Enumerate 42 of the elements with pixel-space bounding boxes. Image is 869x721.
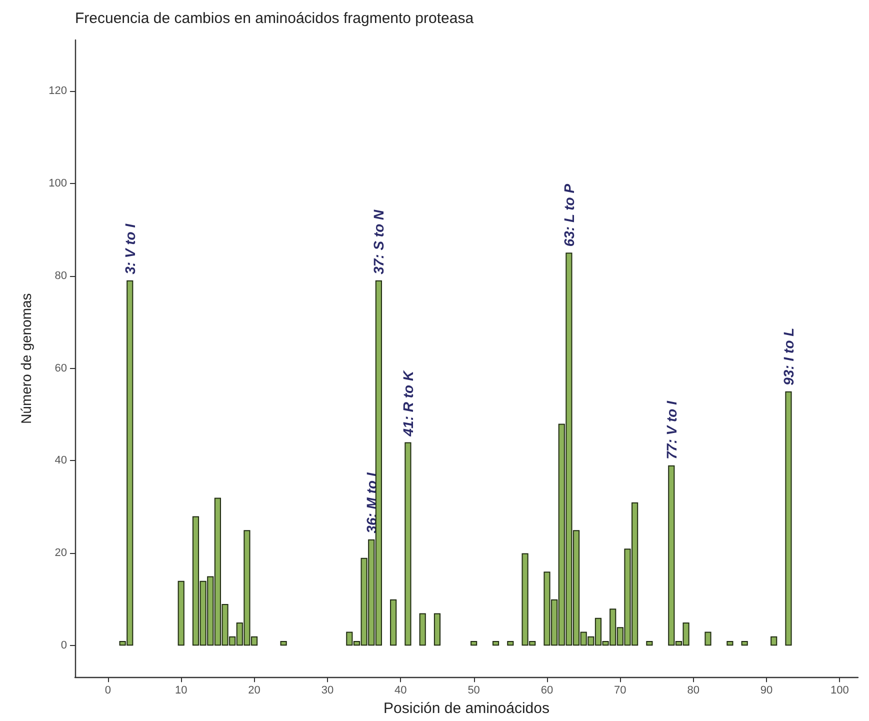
annotation: 77: V to I <box>663 400 680 460</box>
annotation: 93: I to L <box>780 328 796 386</box>
bar <box>470 641 478 646</box>
x-tick-label: 10 <box>174 684 188 697</box>
x-tick-label: 50 <box>468 684 480 697</box>
y-tick-label: 60 <box>54 362 67 374</box>
bar <box>178 580 184 646</box>
bar <box>785 391 792 646</box>
bar <box>404 442 412 646</box>
y-axis-title: Número de genomas <box>18 293 34 424</box>
annotation: 37: S to N <box>370 208 387 274</box>
bar <box>434 613 441 646</box>
x-tick-label: 0 <box>104 684 111 697</box>
y-tick-label: 20 <box>54 547 67 560</box>
annotation: 63: L to P <box>560 183 577 247</box>
x-tick-label: 30 <box>321 684 334 697</box>
y-tick-label: 40 <box>54 454 67 467</box>
x-tick-label: 40 <box>394 684 407 697</box>
bar <box>280 641 287 646</box>
annotation: 41: R to K <box>400 370 416 438</box>
y-tick-label: 100 <box>48 177 67 190</box>
bar <box>741 641 748 646</box>
x-tick-label: 70 <box>614 684 626 697</box>
y-tick-label: 0 <box>60 640 67 652</box>
x-tick-label: 80 <box>687 684 700 697</box>
y-tick-label: 80 <box>54 270 67 282</box>
bar <box>419 613 426 646</box>
y-tick-label: 120 <box>48 84 67 97</box>
bar <box>770 636 778 646</box>
bar <box>704 632 712 646</box>
annotation: 3: V to I <box>122 222 138 274</box>
bar <box>390 599 397 646</box>
x-axis-title: Posición de aminoácidos <box>384 700 550 717</box>
x-tick-label: 20 <box>248 684 260 697</box>
x-tick-label: 60 <box>540 684 554 697</box>
bar <box>726 641 734 646</box>
x-tick-label: 100 <box>830 684 849 697</box>
bar <box>492 641 500 646</box>
chart-title: Frecuencia de cambios en aminoácidos fragmento proteasa <box>75 10 474 27</box>
bar <box>507 641 514 646</box>
bar <box>646 641 653 646</box>
x-tick-label: 90 <box>760 684 773 697</box>
